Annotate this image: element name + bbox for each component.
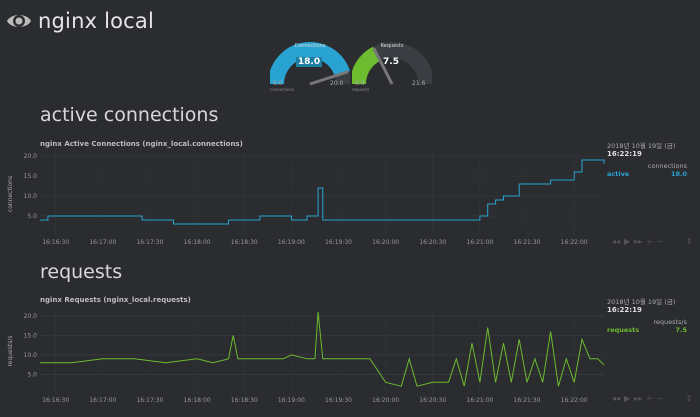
- legend-units: requests/s: [653, 318, 687, 326]
- x-tick-label: 16:20:30: [419, 239, 446, 245]
- legend-time: 16:22:19: [607, 306, 642, 314]
- legend-time: 16:22:19: [607, 150, 642, 158]
- series-line-active: [40, 159, 605, 225]
- y-tick-label: 20.0: [24, 153, 38, 160]
- gauge-max: 21.6: [412, 80, 426, 87]
- legend-series-row[interactable]: requests 7.5: [607, 326, 687, 334]
- x-tick-label: 16:18:00: [184, 239, 211, 245]
- gauge-label: Requests: [380, 43, 404, 49]
- y-tick-label: 20.0: [24, 313, 38, 320]
- gauge-min: 0.0: [355, 80, 365, 87]
- chart-toolbar: ◂◂ ▶ ▸▸ + − ⇕: [612, 394, 692, 403]
- chart-title: nginx Active Connections (nginx_local.co…: [40, 140, 243, 148]
- gauge-max: 20.0: [330, 80, 344, 87]
- pan-right-icon[interactable]: ▸▸: [634, 394, 643, 403]
- gauge-value: 7.5: [383, 57, 399, 67]
- x-tick-label: 16:18:30: [231, 239, 258, 245]
- page-title: nginx local: [38, 9, 155, 33]
- x-tick-label: 16:22:00: [561, 239, 588, 245]
- reset-icon[interactable]: ▶: [624, 237, 631, 246]
- legend-series-row[interactable]: active 18.0: [607, 170, 687, 178]
- y-tick-label: 10.0: [24, 193, 38, 200]
- resize-icon[interactable]: ⇕: [685, 394, 693, 403]
- chart-legend: 2018년 10월 19일 (금) 16:22:19 requests/s re…: [607, 296, 687, 334]
- y-tick-label: 5.0: [27, 371, 37, 378]
- x-tick-label: 16:20:00: [372, 239, 399, 245]
- y-tick-label: 15.0: [24, 332, 38, 339]
- x-tick-label: 16:20:30: [419, 397, 446, 404]
- x-tick-label: 16:19:30: [325, 239, 352, 245]
- legend-series-value: 18.0: [670, 170, 687, 178]
- gauge-value: 18.0: [296, 57, 322, 67]
- legend-series-name: active: [607, 170, 630, 178]
- y-tick-label: 15.0: [24, 173, 38, 180]
- chart-title: nginx Requests (nginx_local.requests): [40, 296, 191, 304]
- y-tick-label: 10.0: [24, 352, 38, 359]
- x-tick-label: 16:17:00: [89, 239, 116, 245]
- chart-legend: 2018년 10월 19일 (금) 16:22:19 connections a…: [607, 140, 687, 178]
- app-header: nginx local: [6, 6, 154, 36]
- zoom-out-icon[interactable]: −: [656, 394, 664, 403]
- x-tick-label: 16:21:30: [514, 239, 541, 245]
- requests-chart[interactable]: requests/s 5.0 10.0 15.0 20.0 16:16:30 16:17:0…: [0, 296, 700, 406]
- legend-date: 2018년 10월 19일 (금): [607, 142, 676, 150]
- x-tick-label: 16:21:30: [514, 397, 541, 404]
- x-tick-label: 16:17:30: [136, 239, 163, 245]
- reset-icon[interactable]: ▶: [624, 394, 631, 403]
- x-tick-label: 16:22:00: [561, 397, 588, 404]
- chart-toolbar: ◂◂ ▶ ▸▸ + − ⇕: [612, 237, 692, 246]
- connections-gauge: Connections 18.0 0.0 20.0 connections: [268, 40, 352, 92]
- legend-date: 2018년 10월 19일 (금): [607, 298, 676, 306]
- y-tick-label: 5.0: [27, 213, 37, 220]
- zoom-out-icon[interactable]: −: [656, 237, 664, 246]
- x-tick-label: 16:21:00: [466, 397, 493, 404]
- gauge-min: 0.0: [273, 80, 283, 87]
- zoom-in-icon[interactable]: +: [646, 237, 653, 246]
- section-title: requests: [40, 261, 123, 283]
- y-axis-label: connections: [7, 176, 14, 212]
- x-tick-label: 16:16:30: [42, 239, 69, 245]
- pan-right-icon[interactable]: ▸▸: [634, 237, 643, 246]
- pan-left-icon[interactable]: ◂◂: [612, 394, 621, 403]
- eye-icon: [7, 15, 31, 27]
- legend-units: connections: [647, 162, 687, 170]
- x-tick-label: 16:17:00: [89, 397, 116, 404]
- x-tick-label: 16:18:30: [231, 397, 258, 404]
- y-axis-label: requests/s: [7, 335, 14, 366]
- zoom-in-icon[interactable]: +: [646, 394, 653, 403]
- legend-series-value: 7.5: [675, 326, 687, 334]
- x-tick-label: 16:21:00: [466, 239, 493, 245]
- x-tick-label: 16:19:30: [325, 397, 352, 404]
- x-tick-label: 16:16:30: [42, 397, 69, 404]
- gauge-label: Connections: [294, 43, 326, 49]
- gauge-unit: requests: [352, 87, 370, 92]
- legend-series-name: requests: [607, 326, 640, 334]
- section-title: active connections: [40, 104, 219, 126]
- resize-icon[interactable]: ⇕: [685, 237, 693, 246]
- x-tick-label: 16:19:00: [278, 239, 305, 245]
- series-line-requests: [40, 311, 605, 387]
- gauge-unit: connections: [270, 87, 295, 92]
- x-tick-label: 16:19:00: [278, 397, 305, 404]
- connections-chart[interactable]: connections 5.0 10.0 15.0 20.0 16:16:30 16:17:…: [0, 140, 700, 245]
- requests-gauge: Requests 7.5 0.0 21.6 requests: [350, 40, 434, 92]
- x-tick-label: 16:20:00: [372, 397, 399, 404]
- pan-left-icon[interactable]: ◂◂: [612, 237, 621, 246]
- x-tick-label: 16:18:00: [184, 397, 211, 404]
- x-tick-label: 16:17:30: [136, 397, 163, 404]
